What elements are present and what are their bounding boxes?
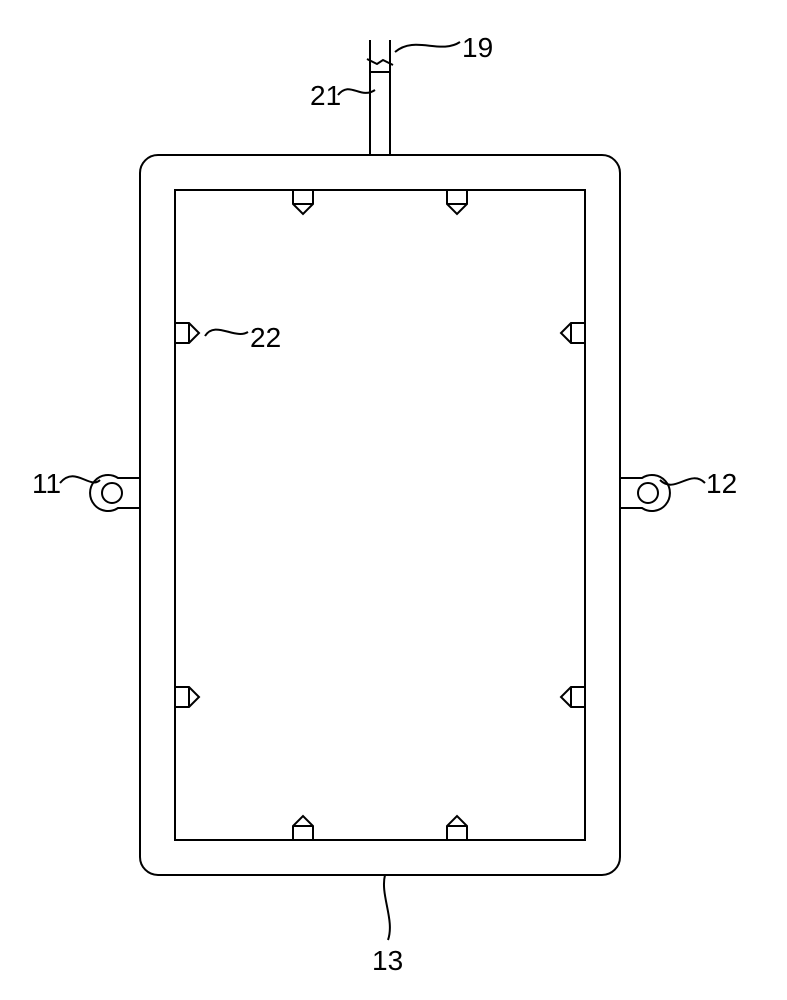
label-21: 21: [310, 80, 341, 112]
label-12: 12: [706, 468, 737, 500]
label-13: 13: [372, 945, 403, 977]
technical-diagram: [0, 0, 787, 1000]
label-11: 11: [32, 468, 61, 500]
label-22: 22: [250, 322, 281, 354]
label-19: 19: [462, 32, 493, 64]
